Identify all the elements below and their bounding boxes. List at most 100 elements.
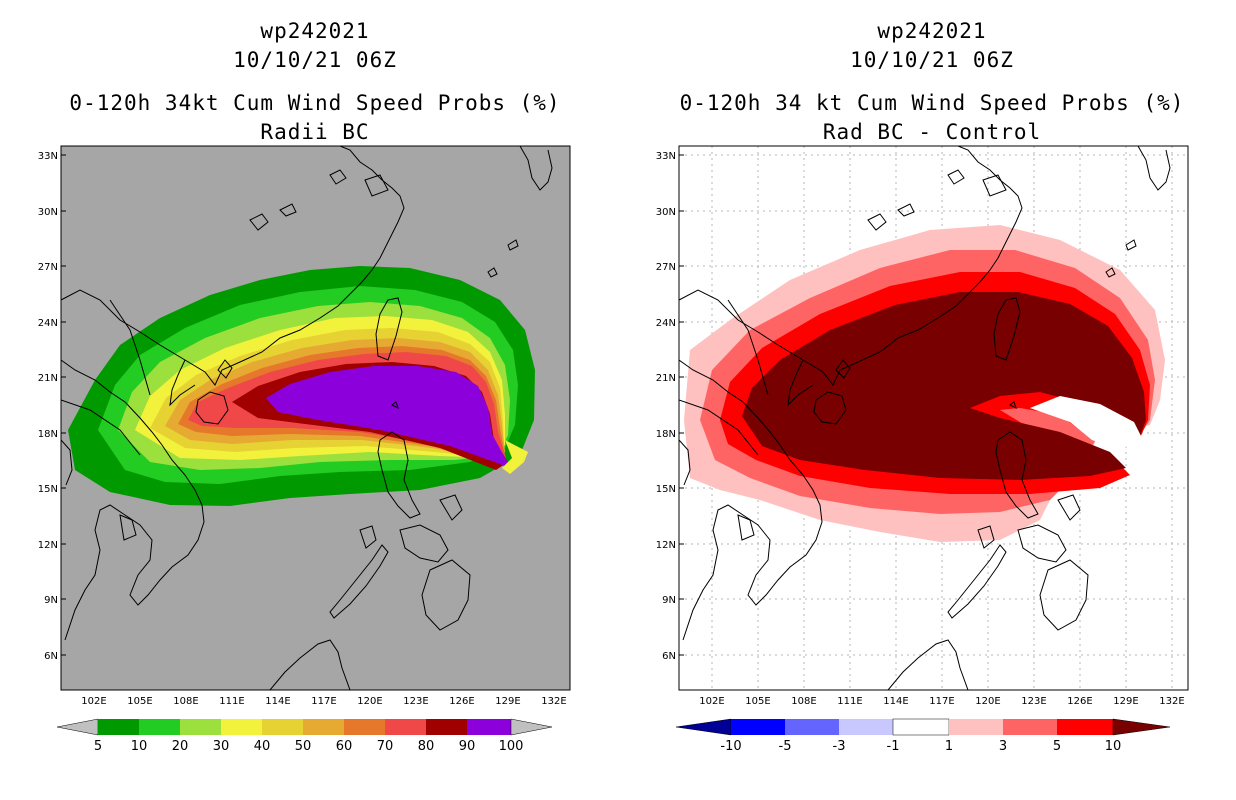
right-lon-label: 117E [929,696,954,707]
right-colorbar-swatch [731,719,785,735]
left-lon-labels: 102E 105E 108E 111E 114E 117E 120E 123E … [81,696,566,707]
right-panel-name: Rad BC - Control [822,120,1042,144]
left-colorbar-label: 5 [94,739,102,754]
left-lat-label: 24N [38,318,58,329]
left-colorbar-label: 30 [213,739,230,754]
right-lat-label: 15N [656,484,676,495]
right-lat-label: 33N [656,151,676,162]
left-colorbar-label: 20 [172,739,189,754]
left-datetime: 10/10/21 06Z [233,48,397,72]
left-product-title: 0-120h 34kt Cum Wind Speed Probs (%) [69,91,561,115]
right-colorbar-swatch [1003,719,1057,735]
right-colorbar-low-triangle [675,718,732,736]
right-colorbar-label: 10 [1105,739,1122,754]
right-datetime: 10/10/21 06Z [850,48,1014,72]
left-lon-label: 120E [357,696,382,707]
left-colorbar-swatch [262,719,303,735]
left-lat-label: 33N [38,151,58,162]
left-lon-label: 102E [81,696,106,707]
left-colorbar-swatch [303,719,344,735]
left-lon-label: 129E [495,696,520,707]
left-panel-name: Radii BC [260,120,370,144]
left-lat-ticks [61,154,66,656]
right-colorbar-label: 5 [1053,739,1061,754]
right-lon-label: 114E [883,696,908,707]
right-map-frame [678,145,1189,691]
right-lat-label: 27N [656,262,676,273]
left-colorbar-high-triangle [510,718,553,736]
right-lon-label: 111E [837,696,862,707]
left-lon-label: 114E [265,696,290,707]
right-lat-label: 9N [662,595,676,606]
right-lon-labels: 102E 105E 108E 111E 114E 117E 120E 123E … [699,696,1184,707]
left-colorbar-swatch [221,719,262,735]
right-lon-label: 105E [745,696,770,707]
left-lat-label: 30N [38,207,58,218]
left-colorbar-label: 60 [336,739,353,754]
left-map [61,146,570,690]
left-colorbar-low-triangle [56,718,99,736]
right-colorbar-high-triangle [1112,718,1171,736]
right-white-notch [1030,396,1142,450]
right-lat-label: 18N [656,429,676,440]
right-colorbar-swatch [949,719,1003,735]
right-lat-label: 6N [662,651,676,662]
right-colorbar-swatch [1057,719,1113,735]
left-colorbar-label: 100 [499,739,524,754]
right-colorbar-label: 1 [945,739,953,754]
left-lat-label: 6N [44,651,58,662]
right-lat-label: 12N [656,540,676,551]
right-product-title: 0-120h 34 kt Cum Wind Speed Probs (%) [679,91,1185,115]
left-lon-label: 126E [449,696,474,707]
right-storm-id: wp242021 [877,19,987,43]
left-lon-label: 108E [173,696,198,707]
left-colorbar-swatch [467,719,511,735]
left-lon-label: 123E [403,696,428,707]
right-title-block: wp242021 10/10/21 06Z [676,17,1188,75]
right-colorbar-swatch [892,718,950,736]
left-lat-label: 27N [38,262,58,273]
left-colorbar-swatch [98,719,139,735]
right-lat-ticks [679,154,684,656]
right-lon-label: 108E [791,696,816,707]
left-lon-label: 132E [541,696,566,707]
right-lat-label: 30N [656,207,676,218]
right-colorbar-swatch [839,719,893,735]
left-lon-label: 117E [311,696,336,707]
right-subtitle-block: 0-120h 34 kt Cum Wind Speed Probs (%) Ra… [676,89,1188,147]
left-band-90 [266,366,512,470]
right-band-10 [742,292,1146,480]
left-storm-id: wp242021 [260,19,370,43]
left-title-block: wp242021 10/10/21 06Z [60,17,570,75]
left-lat-label: 15N [38,484,58,495]
right-colorbar-label: -5 [779,739,792,754]
left-lat-label: 12N [38,540,58,551]
left-colorbar-label: 90 [459,739,476,754]
left-colorbar-swatch [180,719,221,735]
left-lon-label: 111E [219,696,244,707]
left-colorbar-swatch [426,719,467,735]
right-colorbar: -10 -5 -3 -1 1 3 5 10 [675,718,1171,754]
left-lat-labels: 33N 30N 27N 24N 21N 18N 15N 12N 9N 6N [38,151,58,662]
left-lat-label: 9N [44,595,58,606]
right-colorbar-label: -1 [887,739,900,754]
left-lon-label: 105E [127,696,152,707]
left-colorbar-label: 40 [254,739,271,754]
right-lon-label: 120E [975,696,1000,707]
left-colorbar-swatch [139,719,180,735]
left-subtitle-block: 0-120h 34kt Cum Wind Speed Probs (%) Rad… [60,89,570,147]
right-lon-label: 126E [1067,696,1092,707]
right-map [679,146,1188,690]
left-colorbar-label: 70 [377,739,394,754]
left-lat-label: 18N [38,429,58,440]
right-lon-label: 129E [1113,696,1138,707]
right-lon-label: 123E [1021,696,1046,707]
right-lat-label: 21N [656,373,676,384]
left-track-tip [502,440,528,474]
left-colorbar: 5 10 20 30 40 50 60 70 80 90 100 [56,718,553,754]
right-colorbar-label: -10 [720,739,741,754]
right-lat-label: 24N [656,318,676,329]
left-map-frame [60,145,571,691]
right-lon-label: 102E [699,696,724,707]
